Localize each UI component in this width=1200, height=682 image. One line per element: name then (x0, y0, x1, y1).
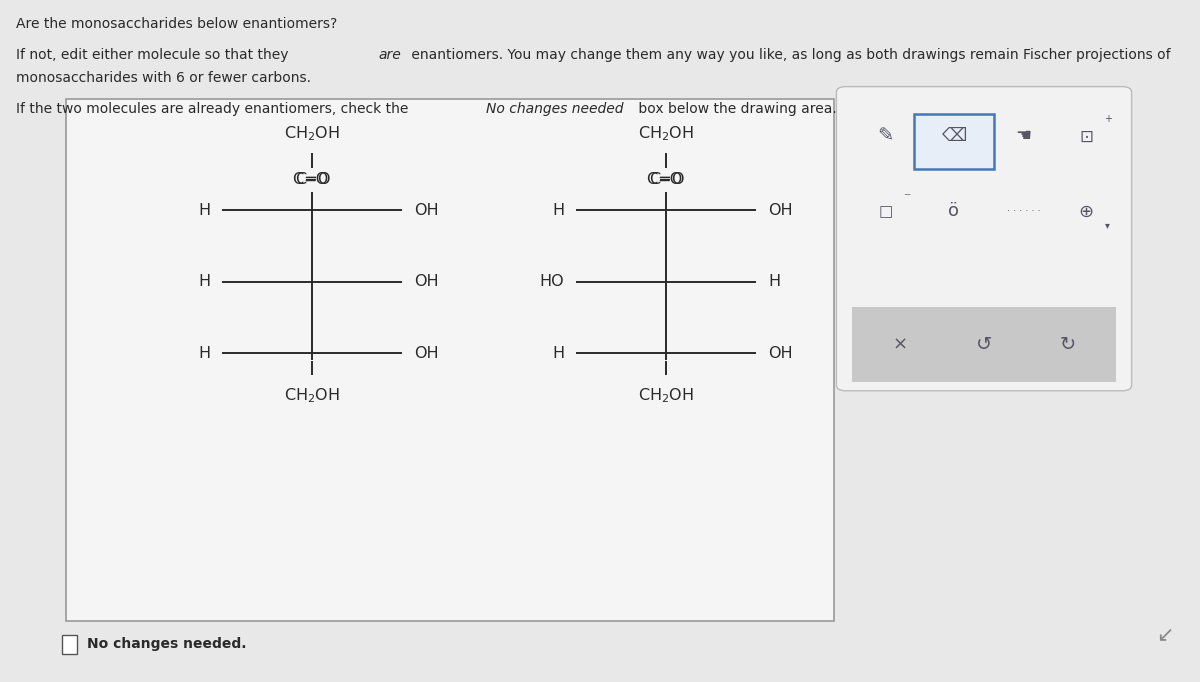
Text: H: H (552, 203, 564, 218)
Text: · · · · · ·: · · · · · · (1007, 207, 1040, 216)
Text: ⌫: ⌫ (941, 128, 967, 145)
Text: monosaccharides with 6 or fewer carbons.: monosaccharides with 6 or fewer carbons. (16, 71, 311, 85)
Text: OH: OH (768, 203, 793, 218)
Text: are: are (378, 48, 401, 62)
Text: H: H (768, 274, 780, 289)
Text: C═O: C═O (295, 172, 329, 187)
Text: HO: HO (539, 274, 564, 289)
Text: CH$_2$OH: CH$_2$OH (638, 386, 694, 404)
Text: ☚: ☚ (1015, 128, 1032, 145)
Text: ↻: ↻ (1060, 335, 1076, 354)
Text: C═O: C═O (649, 172, 683, 187)
Text: H: H (198, 346, 210, 361)
Text: box below the drawing area.: box below the drawing area. (634, 102, 836, 116)
Bar (62, 635, 78, 654)
Text: ⁻: ⁻ (904, 191, 911, 205)
Text: C$\!=\!$O: C$\!=\!$O (647, 171, 685, 188)
Text: No changes needed: No changes needed (486, 102, 624, 116)
Text: ✎: ✎ (877, 127, 894, 146)
Text: OH: OH (414, 203, 439, 218)
Text: OH: OH (768, 346, 793, 361)
Text: CH$_2$OH: CH$_2$OH (284, 125, 340, 143)
Text: H: H (552, 346, 564, 361)
Text: OH: OH (414, 274, 439, 289)
Text: Are the monosaccharides below enantiomers?: Are the monosaccharides below enantiomer… (16, 17, 337, 31)
Text: OH: OH (414, 346, 439, 361)
Text: ö: ö (948, 203, 960, 220)
Text: CH$_2$OH: CH$_2$OH (284, 386, 340, 404)
Text: ×: × (893, 336, 907, 353)
FancyBboxPatch shape (836, 87, 1132, 391)
Text: CH$_2$OH: CH$_2$OH (638, 125, 694, 143)
Text: □: □ (878, 204, 893, 219)
Bar (852, 307, 1116, 382)
Text: If not, edit either molecule so that they: If not, edit either molecule so that the… (16, 48, 293, 62)
Text: ↺: ↺ (976, 335, 992, 354)
Text: ⊕: ⊕ (1079, 203, 1093, 220)
Text: ⊡: ⊡ (1079, 128, 1093, 145)
Text: No changes needed.: No changes needed. (88, 638, 246, 651)
Text: ↙: ↙ (1156, 625, 1174, 644)
Text: +: + (1104, 115, 1111, 124)
Text: H: H (198, 203, 210, 218)
Text: C$\!=\!$O: C$\!=\!$O (293, 171, 331, 188)
Text: ▾: ▾ (1105, 220, 1110, 230)
Text: If the two molecules are already enantiomers, check the: If the two molecules are already enantio… (16, 102, 413, 116)
Text: H: H (198, 274, 210, 289)
FancyBboxPatch shape (914, 114, 994, 169)
Bar (66, 99, 834, 621)
Text: enantiomers. You may change them any way you like, as long as both drawings rema: enantiomers. You may change them any way… (407, 48, 1170, 62)
